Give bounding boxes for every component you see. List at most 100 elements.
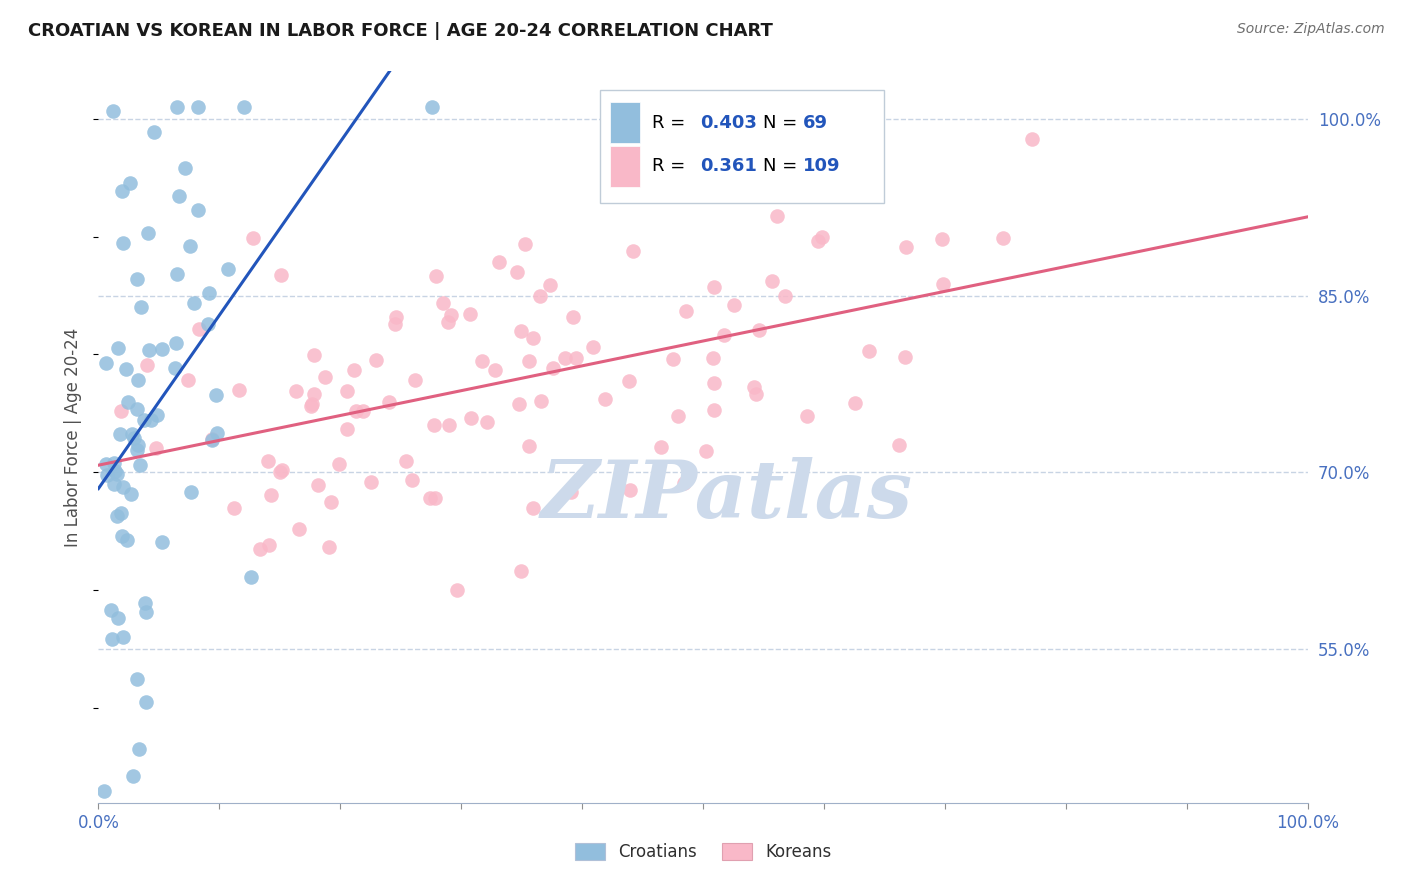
Koreans [269, 465, 291, 479]
Koreans [993, 230, 1015, 244]
Croatians [101, 632, 124, 646]
Koreans [650, 440, 672, 454]
Croatians [107, 341, 129, 355]
Koreans [695, 443, 717, 458]
Croatians [122, 769, 145, 783]
Croatians [138, 343, 160, 358]
FancyBboxPatch shape [610, 146, 640, 186]
Croatians [201, 433, 224, 447]
Croatians [129, 458, 152, 472]
Text: N =: N = [763, 113, 797, 131]
Koreans [562, 310, 585, 324]
Croatians [121, 426, 143, 441]
Koreans [437, 315, 460, 329]
Koreans [484, 363, 506, 377]
Croatians [167, 189, 190, 203]
Croatians [205, 388, 228, 402]
Text: R =: R = [652, 113, 697, 131]
Croatians [420, 100, 443, 114]
Koreans [299, 399, 322, 413]
Koreans [703, 280, 725, 294]
Koreans [188, 322, 211, 336]
Koreans [271, 463, 294, 477]
Koreans [529, 289, 551, 303]
Koreans [509, 324, 531, 338]
Croatians [122, 430, 145, 444]
Croatians [105, 467, 128, 481]
Croatians [179, 239, 201, 253]
Koreans [378, 394, 401, 409]
Koreans [517, 353, 540, 368]
Koreans [302, 348, 325, 362]
Croatians [111, 236, 134, 251]
Koreans [662, 351, 685, 366]
Croatians [163, 360, 186, 375]
Koreans [807, 234, 830, 248]
Croatians [150, 535, 173, 549]
Croatians [115, 361, 138, 376]
Koreans [510, 565, 533, 579]
Koreans [259, 488, 281, 502]
Koreans [844, 396, 866, 410]
Koreans [145, 441, 167, 455]
Koreans [336, 384, 359, 398]
Croatians [127, 272, 149, 286]
Croatians [120, 176, 142, 190]
Croatians [197, 317, 219, 331]
Koreans [384, 317, 406, 331]
Koreans [522, 500, 544, 515]
Koreans [702, 351, 724, 366]
Koreans [796, 409, 818, 423]
Koreans [224, 500, 246, 515]
Croatians [104, 464, 127, 478]
Koreans [423, 417, 446, 432]
Koreans [228, 383, 250, 397]
Koreans [766, 209, 789, 223]
Croatians [93, 784, 115, 798]
Croatians [131, 300, 153, 314]
Koreans [423, 491, 446, 505]
Text: 0.403: 0.403 [700, 113, 758, 131]
Croatians [143, 125, 166, 139]
Koreans [894, 240, 917, 254]
Croatians [239, 570, 262, 584]
Koreans [506, 265, 529, 279]
Koreans [832, 178, 855, 192]
Croatians [105, 508, 128, 523]
Koreans [364, 352, 387, 367]
Koreans [703, 376, 725, 390]
Koreans [110, 403, 132, 417]
Croatians [111, 184, 134, 198]
Croatians [173, 161, 195, 175]
Koreans [440, 308, 463, 322]
Koreans [425, 268, 447, 283]
Koreans [889, 438, 911, 452]
Croatians [183, 296, 205, 310]
Croatians [134, 596, 156, 610]
Croatians [233, 100, 256, 114]
Koreans [582, 340, 605, 354]
Croatians [187, 202, 209, 217]
Koreans [565, 351, 588, 365]
Croatians [150, 343, 173, 357]
Koreans [336, 422, 359, 436]
Koreans [723, 298, 745, 312]
Koreans [1021, 132, 1043, 146]
Koreans [257, 538, 280, 552]
Koreans [541, 360, 564, 375]
Croatians [110, 506, 132, 520]
Koreans [405, 373, 427, 387]
Croatians [187, 100, 209, 114]
Koreans [713, 327, 735, 342]
Croatians [146, 408, 169, 422]
Koreans [446, 583, 468, 598]
Croatians [166, 268, 188, 282]
FancyBboxPatch shape [610, 103, 640, 143]
Croatians [180, 484, 202, 499]
Koreans [201, 432, 224, 446]
Croatians [120, 487, 142, 501]
Koreans [177, 373, 200, 387]
Koreans [460, 410, 482, 425]
Koreans [439, 417, 461, 432]
Koreans [810, 229, 832, 244]
